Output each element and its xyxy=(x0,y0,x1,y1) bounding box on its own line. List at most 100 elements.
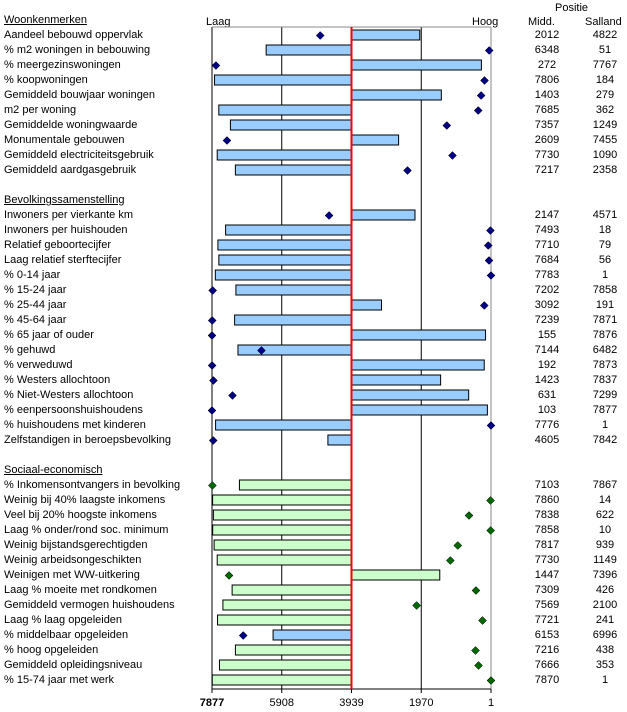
salland-marker xyxy=(476,91,486,100)
salland-marker xyxy=(403,166,412,175)
midd-value: 7860 xyxy=(534,494,560,506)
midd-value: 6153 xyxy=(534,629,560,641)
midd-bar xyxy=(351,134,400,146)
midd-value: 7817 xyxy=(534,539,560,551)
midd-bar xyxy=(351,359,485,371)
salland-marker xyxy=(474,661,483,670)
midd-value: 3092 xyxy=(534,299,560,311)
row-label: % huishoudens met kinderen xyxy=(4,419,146,431)
row-label: Inwoners per vierkante km xyxy=(4,209,133,221)
salland-value: 1 xyxy=(601,674,609,686)
midd-bar xyxy=(265,44,353,56)
salland-marker xyxy=(471,646,480,655)
row-label: Relatief geboortecijfer xyxy=(4,239,112,251)
midd-value: 6348 xyxy=(534,44,560,56)
midd-bar xyxy=(214,74,352,86)
salland-marker xyxy=(478,616,487,625)
midd-bar xyxy=(351,389,470,401)
row-label: % middelbaar opgeleiden xyxy=(4,629,129,641)
row-label: % gehuwd xyxy=(4,344,56,356)
midd-value: 7357 xyxy=(534,119,560,131)
midd-value: 2147 xyxy=(534,209,560,221)
midd-bar xyxy=(351,29,421,41)
salland-marker xyxy=(208,286,218,295)
low-label: Laag xyxy=(206,16,231,28)
midd-bar xyxy=(214,269,352,281)
midd-bar xyxy=(234,164,352,176)
row-label: % m2 woningen in bebouwing xyxy=(4,44,151,56)
salland-marker xyxy=(222,136,232,145)
section-title: Bevolkingssamenstelling xyxy=(4,194,125,206)
row-label: % verweduwd xyxy=(4,359,73,371)
row-label: Laag relatief sterftecijfer xyxy=(4,254,122,266)
midd-value: 7783 xyxy=(534,269,560,281)
salland-value: 6996 xyxy=(592,629,618,641)
midd-bar xyxy=(229,119,352,131)
midd-value: 7806 xyxy=(534,74,560,86)
row-label: % 15-74 jaar met werk xyxy=(4,674,115,686)
salland-value: 7867 xyxy=(592,479,618,491)
row-label: % meergezinswoningen xyxy=(4,59,121,71)
salland-value: 622 xyxy=(595,509,615,521)
salland-marker xyxy=(207,331,217,340)
row-label: Weinig bijstandsgerechtigden xyxy=(4,539,148,551)
salland-value: 7842 xyxy=(592,434,618,446)
salland-value: 7858 xyxy=(592,284,618,296)
midd-value: 7202 xyxy=(534,284,560,296)
salland-value: 362 xyxy=(595,104,615,116)
salland-value: 6482 xyxy=(592,344,618,356)
salland-marker xyxy=(208,436,218,445)
high-label: Hoog xyxy=(472,16,499,28)
midd-bar xyxy=(327,434,352,446)
row-label: Gemiddelde woningwaarde xyxy=(4,119,138,131)
salland-value: 2358 xyxy=(592,164,618,176)
midd-value: 2012 xyxy=(534,29,560,41)
midd-header: Midd. xyxy=(528,16,555,28)
salland-marker xyxy=(483,241,493,250)
salland-marker xyxy=(238,631,248,640)
midd-value: 7730 xyxy=(534,554,560,566)
salland-value: 7767 xyxy=(592,59,618,71)
midd-bar xyxy=(213,539,352,551)
tick-label: 3939 xyxy=(339,697,363,709)
row-label: % hoog opgeleiden xyxy=(4,644,99,656)
row-label: % 65 jaar of ouder xyxy=(4,329,94,341)
midd-bar xyxy=(211,674,352,686)
positie-header: Positie xyxy=(555,2,589,14)
salland-marker xyxy=(412,601,421,610)
salland-value: 1 xyxy=(601,419,609,431)
salland-value: 79 xyxy=(598,239,612,251)
midd-bar xyxy=(351,299,383,311)
salland-value: 2100 xyxy=(592,599,618,611)
midd-bar xyxy=(225,224,352,236)
salland-value: 1149 xyxy=(593,554,617,566)
salland-value: 939 xyxy=(595,539,615,551)
salland-marker xyxy=(228,391,237,400)
row-label: Monumentale gebouwen xyxy=(4,134,125,146)
salland-marker xyxy=(207,361,217,370)
row-label: Gemiddeld aardgasgebruik xyxy=(4,164,137,176)
row-label: Gemiddeld electriciteitsgebruik xyxy=(4,149,154,161)
row-label: Zelfstandigen in beroepsbevolking xyxy=(4,434,171,446)
salland-marker xyxy=(486,226,495,235)
midd-value: 7730 xyxy=(534,149,560,161)
midd-value: 1403 xyxy=(534,89,560,101)
salland-header: Salland xyxy=(585,16,622,28)
row-label: Gemiddeld opleidingsniveau xyxy=(4,659,143,671)
midd-bar xyxy=(351,209,416,221)
salland-marker xyxy=(464,511,474,520)
salland-value: 10 xyxy=(598,524,612,536)
midd-bar xyxy=(235,284,353,296)
midd-value: 7666 xyxy=(534,659,560,671)
salland-marker xyxy=(484,46,494,55)
midd-value: 7858 xyxy=(534,524,560,536)
midd-bar xyxy=(351,374,442,386)
midd-value: 7569 xyxy=(534,599,560,611)
midd-bar xyxy=(218,254,352,266)
salland-value: 7299 xyxy=(592,389,618,401)
salland-marker xyxy=(479,301,489,310)
salland-marker xyxy=(486,496,495,505)
salland-marker xyxy=(445,556,455,565)
row-label: % 15-24 jaar xyxy=(4,284,67,296)
